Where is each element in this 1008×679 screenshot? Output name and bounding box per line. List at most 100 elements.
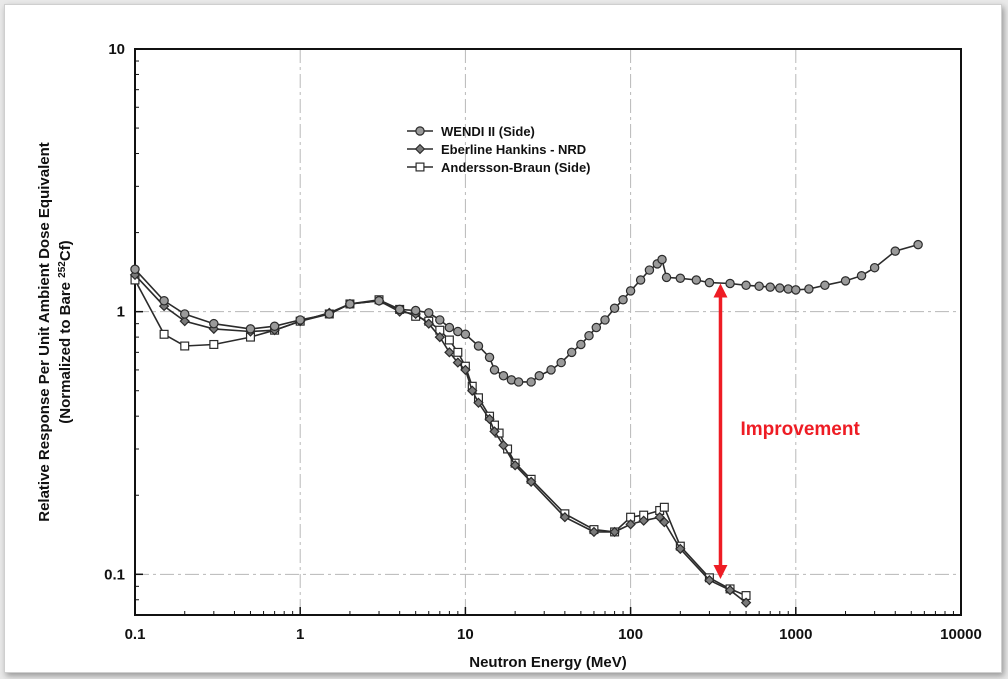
legend-marker-square [415, 162, 425, 172]
data-point-circle [644, 265, 655, 275]
data-point-circle [394, 304, 405, 315]
data-point-circle [566, 347, 577, 358]
data-point-circle [804, 284, 814, 294]
data-point-circle [609, 303, 620, 314]
data-point-circle [130, 264, 140, 275]
data-point-circle [754, 281, 764, 291]
data-point-diamond [489, 426, 500, 437]
chart-svg: 0.1 1 10 100 1000 10000 0.1 1 10 Improvement WEN… [36, 41, 982, 671]
data-point-circle [856, 271, 867, 281]
data-point-circle [489, 365, 500, 375]
data-point-circle [584, 330, 594, 341]
y-axis-label-suffix: Cf) [57, 240, 74, 261]
x-tick-label: 1000 [779, 626, 812, 643]
data-point-circle [691, 275, 702, 285]
data-point-diamond [179, 315, 190, 327]
figure-frame: 0.1 1 10 100 1000 10000 0.1 1 10 Improvement WEN… [4, 4, 1002, 673]
data-point-diamond [525, 476, 537, 488]
data-point-circle [725, 278, 735, 289]
x-tick-label: 100 [618, 626, 643, 643]
data-point-circle [675, 273, 686, 284]
grid-lines [135, 48, 961, 615]
data-point-circle [591, 322, 602, 333]
y-axis-label-line1: Relative Response Per Unit Ambient Dose … [36, 142, 53, 522]
data-point-diamond [434, 331, 446, 343]
data-point-diamond [509, 460, 521, 471]
data-point-diamond [625, 519, 636, 530]
data-point-circle [534, 371, 545, 381]
data-point-circle [913, 239, 923, 250]
data-point-diamond [724, 584, 736, 596]
y-axis-label-line2: (Normalized to Bare 252Cf) [57, 240, 75, 423]
x-axis-label: Neutron Energy (MeV) [469, 654, 627, 671]
series-layer [129, 239, 923, 608]
data-point-circle [473, 341, 484, 351]
data-point-diamond [704, 574, 715, 586]
data-point-circle [498, 371, 509, 381]
data-point-circle [159, 296, 169, 306]
data-point-circle [269, 321, 280, 331]
legend-marker-diamond [414, 143, 426, 155]
data-point-circle [765, 282, 775, 292]
data-point-square [180, 341, 190, 351]
data-point-circle [775, 283, 785, 293]
axis-ticks: 0.1 1 10 100 1000 10000 0.1 1 10 [104, 41, 982, 643]
data-point-circle [179, 309, 190, 319]
data-point-circle [546, 365, 556, 375]
data-point-diamond [423, 318, 434, 329]
series-line-circle [134, 243, 919, 383]
data-point-circle [820, 280, 830, 291]
y-axis-label-prefix: (Normalized to Bare [57, 278, 74, 424]
data-point-circle [791, 285, 801, 295]
data-point-circle [209, 318, 219, 329]
x-tick-label: 10 [457, 626, 474, 643]
data-point-circle [704, 277, 715, 288]
data-point-circle [840, 276, 851, 286]
improvement-annotation: Improvement [713, 283, 860, 579]
data-point-diamond [675, 543, 686, 555]
data-point-circle [484, 352, 495, 363]
y-tick-label: 0.1 [104, 566, 125, 583]
data-point-circle [444, 322, 455, 333]
data-point-diamond [740, 597, 752, 608]
legend: WENDI II (Side) Eberline Hankins - NRD And… [407, 124, 591, 175]
data-point-square [209, 339, 219, 349]
improvement-arrow-head-down [713, 564, 728, 579]
data-point-circle [245, 324, 256, 334]
data-point-diamond [460, 364, 471, 376]
data-point-diamond [467, 385, 478, 396]
data-point-circle [424, 308, 434, 318]
data-point-circle [869, 262, 880, 273]
y-axis-label-superscript: 252 [57, 261, 68, 278]
data-point-circle [657, 254, 667, 265]
data-point-circle [526, 377, 536, 387]
data-point-circle [435, 315, 445, 325]
data-point-circle [625, 286, 636, 296]
data-point-circle [661, 272, 672, 283]
data-point-square [659, 502, 669, 512]
improvement-arrow-head-up [713, 283, 728, 298]
data-point-square [453, 347, 463, 357]
legend-label: WENDI II (Side) [441, 124, 535, 139]
data-point-diamond [498, 440, 509, 451]
x-tick-label: 0.1 [125, 626, 146, 643]
plot-area-border [134, 48, 962, 616]
data-point-diamond [588, 526, 600, 538]
improvement-label: Improvement [740, 419, 860, 440]
data-point-circle [295, 315, 305, 325]
data-point-circle [783, 284, 793, 294]
data-point-circle [460, 329, 471, 340]
y-tick-label: 10 [108, 41, 125, 58]
data-point-square [159, 329, 169, 339]
x-tick-label: 10000 [940, 626, 982, 643]
data-point-circle [556, 357, 566, 368]
legend-item-circle: WENDI II (Side) [407, 124, 535, 139]
legend-item-square: Andersson-Braun (Side) [407, 160, 591, 175]
legend-marker-circle [415, 126, 425, 136]
data-point-diamond [609, 526, 620, 538]
data-point-diamond [484, 413, 495, 425]
data-point-diamond [659, 516, 670, 528]
data-point-circle [600, 315, 610, 325]
data-point-circle [618, 295, 628, 305]
data-point-diamond [559, 511, 571, 523]
